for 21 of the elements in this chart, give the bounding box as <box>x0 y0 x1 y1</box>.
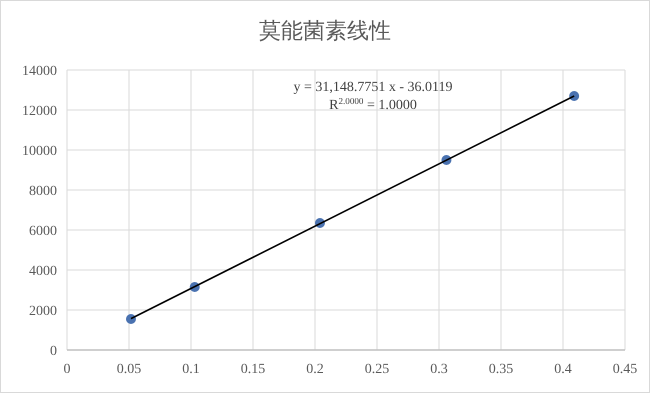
x-tick-label: 0.35 <box>488 362 514 377</box>
y-tick-label: 6000 <box>29 224 57 239</box>
x-tick-label: 0.15 <box>240 362 266 377</box>
y-tick-label: 14000 <box>22 64 57 79</box>
y-tick-label: 12000 <box>22 104 57 119</box>
x-tick-label: 0.45 <box>612 362 638 377</box>
chart-title: 莫能菌素线性 <box>259 19 391 44</box>
x-tick-label: 0.2 <box>306 362 324 377</box>
y-tick-label: 2000 <box>29 304 57 319</box>
x-tick-label: 0.25 <box>364 362 390 377</box>
y-tick-label: 0 <box>50 344 57 359</box>
annotation: R$^{2.0000}$ = 1.0000 <box>329 96 417 113</box>
x-tick-label: 0.05 <box>116 362 142 377</box>
x-tick-label: 0.3 <box>430 362 448 377</box>
x-tick-label: 0 <box>64 362 70 377</box>
y-tick-label: 4000 <box>29 264 57 279</box>
y-tick-label: 8000 <box>29 184 57 199</box>
x-tick-label: 0.1 <box>182 362 200 377</box>
y-tick-label: 10000 <box>22 144 57 159</box>
x-tick-label: 0.4 <box>554 362 572 377</box>
annotation: y = 31,148.7751 x - 36.0119 <box>293 80 453 95</box>
